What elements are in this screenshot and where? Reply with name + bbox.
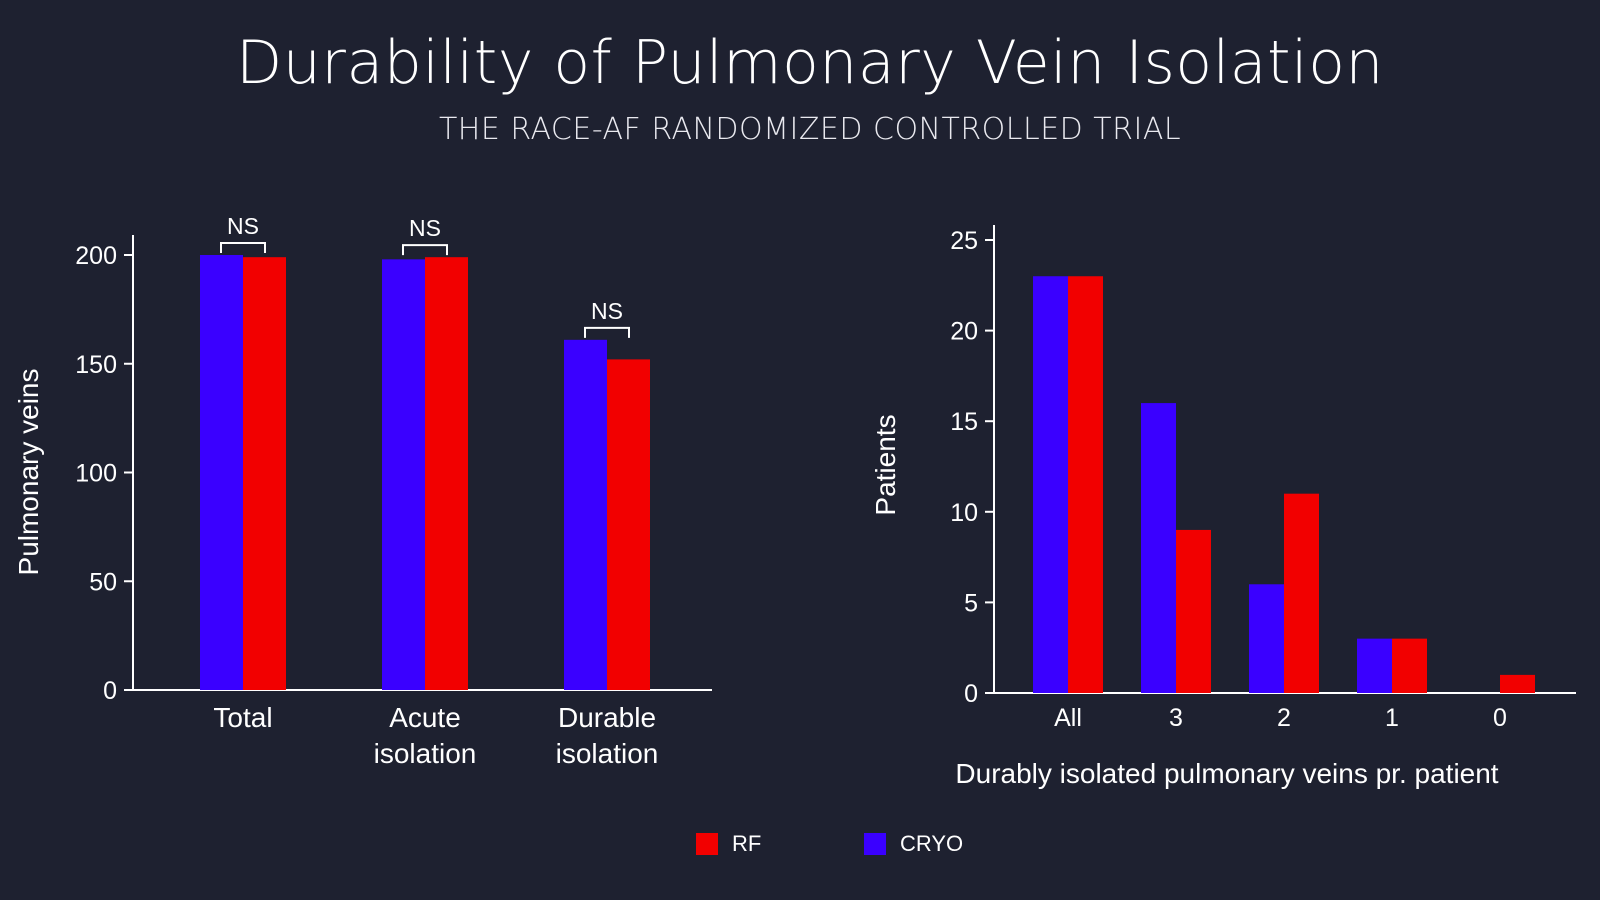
bar-cryo [200, 255, 243, 690]
x-tick-label: All [1054, 704, 1082, 732]
bar-rf [243, 257, 286, 690]
bar-rf [1392, 638, 1427, 693]
bar-rf [1068, 276, 1103, 693]
bar-cryo [382, 259, 425, 690]
y-axis-label: Patients [870, 414, 901, 515]
bar-cryo [1357, 638, 1392, 693]
bar-cryo [1249, 584, 1284, 693]
x-tick-label: 0 [1493, 704, 1507, 732]
significance-label: NS [591, 298, 623, 324]
y-tick-label: 0 [964, 680, 978, 708]
legend-label-rf: RF [732, 831, 762, 856]
page-subtitle: THE RACE-AF RANDOMIZED CONTROLLED TRIAL [438, 112, 1182, 147]
x-tick-label: Acute [389, 702, 461, 733]
bar-cryo [1033, 276, 1068, 693]
y-tick-label: 50 [89, 568, 117, 596]
x-axis-label: Durably isolated pulmonary veins pr. pat… [955, 758, 1498, 789]
legend-item-cryo: CRYO [864, 830, 963, 858]
significance-bracket [402, 244, 448, 256]
x-tick-label: Total [213, 702, 272, 733]
bar-rf [607, 359, 650, 690]
y-tick-label: 150 [75, 351, 117, 379]
bar-cryo [1141, 403, 1176, 693]
significance-label: NS [227, 213, 259, 239]
bar-cryo [564, 339, 607, 690]
x-tick-label: 3 [1169, 704, 1183, 732]
legend-swatch-rf [696, 833, 718, 855]
legend-swatch-cryo [864, 833, 886, 855]
significance-bracket [220, 242, 266, 253]
bar-rf [1284, 493, 1319, 693]
y-tick-label: 5 [964, 589, 978, 617]
chart-pulmonary-veins: 0 50 100 150 200 Pulmonary veins Total NS Acute i… [13, 213, 712, 769]
y-tick-label: 200 [75, 242, 117, 270]
y-tick-label: 100 [75, 460, 117, 488]
legend-label-cryo: CRYO [900, 831, 964, 856]
y-axis-label: Pulmonary veins [13, 369, 44, 576]
bar-rf [425, 257, 468, 690]
y-tick-label: 20 [950, 318, 978, 346]
x-tick-label: isolation [374, 738, 477, 769]
x-tick-label: 2 [1277, 704, 1291, 732]
y-tick-label: 25 [950, 227, 978, 255]
significance-label: NS [409, 215, 441, 241]
x-tick-label: 1 [1385, 704, 1399, 732]
y-tick-label: 15 [950, 408, 978, 436]
y-tick-label: 10 [950, 499, 978, 527]
page-title: Durability of Pulmonary Vein Isolation [236, 28, 1384, 98]
legend-item-rf: RF [696, 830, 761, 858]
x-tick-label: Durable [558, 702, 656, 733]
bar-rf [1500, 674, 1535, 693]
y-tick-label: 0 [103, 677, 117, 705]
x-tick-label: isolation [556, 738, 659, 769]
significance-bracket [584, 326, 630, 338]
bar-rf [1176, 529, 1211, 693]
